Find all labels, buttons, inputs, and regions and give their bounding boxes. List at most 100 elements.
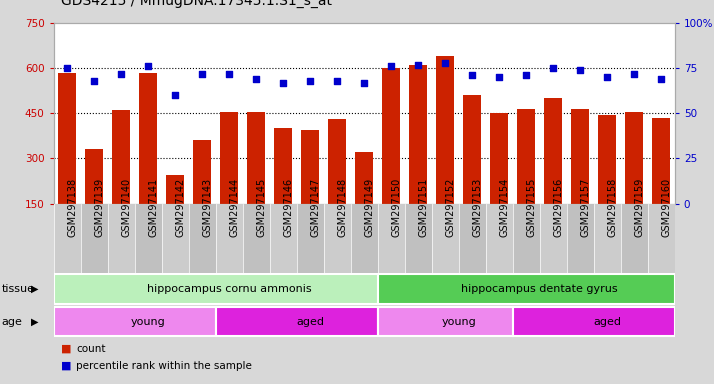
Point — [251, 76, 262, 82]
Text: aged: aged — [296, 316, 324, 327]
Point — [655, 76, 667, 82]
Text: GSM297148: GSM297148 — [337, 177, 347, 237]
Bar — [458, 204, 486, 273]
Point — [439, 60, 451, 66]
Text: percentile rank within the sample: percentile rank within the sample — [76, 361, 252, 371]
Bar — [598, 115, 616, 204]
Bar — [108, 204, 134, 273]
Text: aged: aged — [593, 316, 621, 327]
Point — [223, 71, 235, 77]
Bar — [356, 152, 373, 204]
Bar — [193, 140, 211, 204]
Bar — [243, 204, 270, 273]
Point — [142, 63, 154, 70]
Point — [358, 79, 370, 86]
Point — [116, 71, 127, 77]
Text: ■: ■ — [61, 344, 71, 354]
Bar — [544, 98, 562, 204]
Text: hippocampus cornu ammonis: hippocampus cornu ammonis — [147, 284, 311, 294]
Bar — [648, 204, 675, 273]
Bar — [139, 73, 157, 204]
Bar — [432, 204, 458, 273]
Point — [331, 78, 343, 84]
Text: GSM297138: GSM297138 — [67, 177, 77, 237]
Point — [466, 72, 478, 78]
Point — [548, 65, 559, 71]
Bar — [491, 113, 508, 204]
Text: young: young — [131, 316, 166, 327]
Text: count: count — [76, 344, 106, 354]
Bar — [59, 73, 76, 204]
Text: young: young — [441, 316, 476, 327]
Text: GSM297160: GSM297160 — [661, 177, 671, 237]
Bar — [463, 95, 481, 204]
Bar — [328, 119, 346, 204]
Text: GSM297149: GSM297149 — [364, 177, 374, 237]
Bar — [301, 130, 319, 204]
Bar — [81, 204, 108, 273]
Bar — [378, 307, 513, 336]
Bar — [486, 204, 513, 273]
Bar — [513, 307, 675, 336]
Point — [413, 61, 424, 68]
Bar — [567, 204, 594, 273]
Point — [89, 78, 100, 84]
Bar — [54, 204, 81, 273]
Point — [61, 65, 73, 71]
Point — [521, 72, 532, 78]
Point — [169, 92, 181, 98]
Text: ■: ■ — [61, 361, 71, 371]
Bar — [513, 204, 540, 273]
Text: ▶: ▶ — [31, 284, 38, 294]
Bar — [216, 204, 243, 273]
Point — [575, 67, 586, 73]
Bar — [594, 204, 620, 273]
Bar — [134, 204, 161, 273]
Bar — [571, 109, 589, 204]
Text: ▶: ▶ — [31, 316, 38, 327]
Text: GSM297157: GSM297157 — [580, 177, 590, 237]
Bar — [378, 204, 405, 273]
Text: GSM297144: GSM297144 — [229, 177, 239, 237]
Text: GSM297155: GSM297155 — [526, 177, 536, 237]
Bar — [323, 204, 351, 273]
Text: GSM297146: GSM297146 — [283, 177, 293, 237]
Bar — [166, 175, 184, 204]
Text: GDS4215 / MmugDNA.17345.1.S1_s_at: GDS4215 / MmugDNA.17345.1.S1_s_at — [61, 0, 332, 8]
Text: GSM297158: GSM297158 — [607, 177, 617, 237]
Bar — [436, 56, 454, 204]
Text: GSM297150: GSM297150 — [391, 177, 401, 237]
Bar — [247, 112, 265, 204]
Bar — [85, 149, 103, 204]
Text: GSM297147: GSM297147 — [310, 177, 320, 237]
Text: hippocampus dentate gyrus: hippocampus dentate gyrus — [461, 284, 618, 294]
Bar — [540, 204, 567, 273]
Text: GSM297141: GSM297141 — [148, 177, 158, 237]
Text: GSM297151: GSM297151 — [418, 177, 428, 237]
Point — [386, 63, 397, 70]
Bar — [351, 204, 378, 273]
Text: GSM297153: GSM297153 — [472, 177, 482, 237]
Text: GSM297140: GSM297140 — [121, 177, 131, 237]
Text: GSM297139: GSM297139 — [94, 177, 104, 237]
Bar — [221, 112, 238, 204]
Bar — [216, 307, 378, 336]
Bar — [296, 204, 323, 273]
Bar — [383, 68, 400, 204]
Bar — [409, 65, 427, 204]
Bar — [188, 204, 216, 273]
Point — [628, 71, 640, 77]
Text: age: age — [1, 316, 22, 327]
Point — [196, 71, 208, 77]
Text: GSM297152: GSM297152 — [445, 177, 455, 237]
Text: GSM297145: GSM297145 — [256, 177, 266, 237]
Bar — [518, 109, 535, 204]
Bar — [274, 128, 292, 204]
Bar — [112, 110, 130, 204]
Bar — [620, 204, 648, 273]
Bar — [54, 274, 378, 304]
Bar — [54, 307, 216, 336]
Point — [304, 78, 316, 84]
Point — [278, 79, 289, 86]
Bar — [405, 204, 432, 273]
